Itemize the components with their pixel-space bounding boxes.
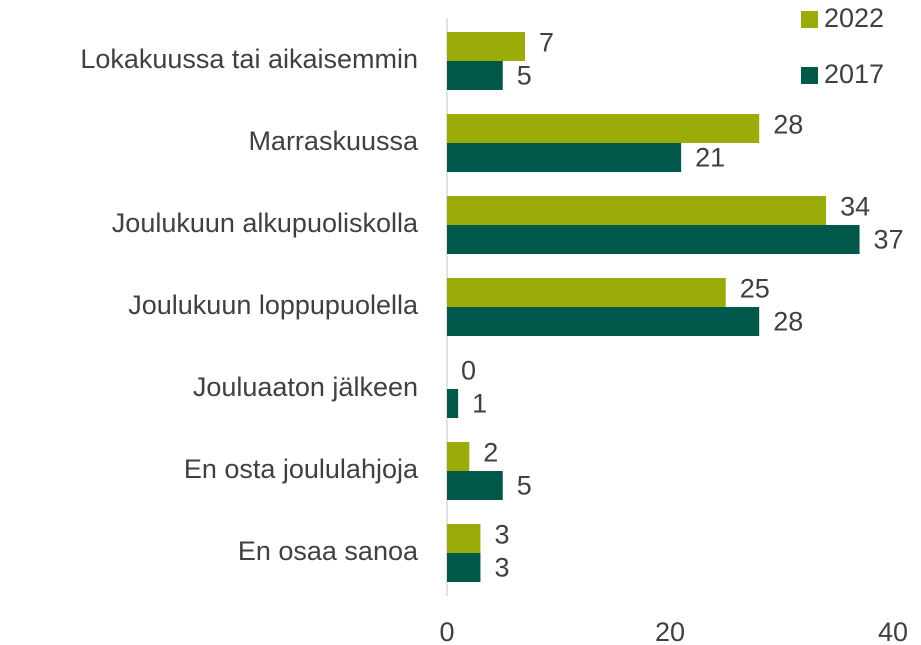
legend-swatch [801, 67, 818, 84]
y-tick-label: En osta joululahjoja [184, 454, 419, 484]
legend-swatch [801, 11, 818, 28]
data-label: 5 [517, 61, 532, 91]
bar [447, 471, 503, 500]
bar [447, 32, 526, 61]
bar [447, 442, 470, 471]
legend-label: 2017 [824, 59, 884, 89]
bar [447, 225, 860, 254]
legend-label: 2022 [824, 3, 884, 33]
x-tick-label: 20 [655, 617, 685, 645]
bar [447, 307, 760, 336]
data-label: 3 [494, 520, 509, 550]
data-label: 28 [773, 110, 803, 140]
bar [447, 524, 481, 553]
data-label: 34 [840, 192, 870, 222]
data-label: 25 [740, 274, 770, 304]
y-tick-label: Lokakuussa tai aikaisemmin [80, 44, 418, 74]
y-tick-label: Joulukuun alkupuoliskolla [112, 208, 419, 238]
data-label: 28 [773, 307, 803, 337]
data-label: 7 [539, 28, 554, 58]
y-tick-label: En osaa sanoa [238, 536, 419, 566]
x-tick-label: 40 [878, 617, 908, 645]
data-label: 5 [517, 471, 532, 501]
bar [447, 196, 827, 225]
data-label: 37 [874, 225, 904, 255]
data-label: 0 [461, 356, 476, 386]
data-label: 21 [695, 143, 725, 173]
bar [447, 389, 459, 418]
x-tick-label: 0 [439, 617, 454, 645]
data-label: 1 [472, 389, 487, 419]
bar [447, 143, 682, 172]
y-tick-label: Jouluaaton jälkeen [193, 372, 418, 402]
bar [447, 114, 760, 143]
data-label: 2 [483, 438, 498, 468]
bar [447, 61, 503, 90]
bar [447, 278, 726, 307]
y-tick-label: Joulukuun loppupuolella [128, 290, 419, 320]
y-tick-label: Marraskuussa [248, 126, 419, 156]
data-label: 3 [494, 553, 509, 583]
bar [447, 553, 481, 582]
